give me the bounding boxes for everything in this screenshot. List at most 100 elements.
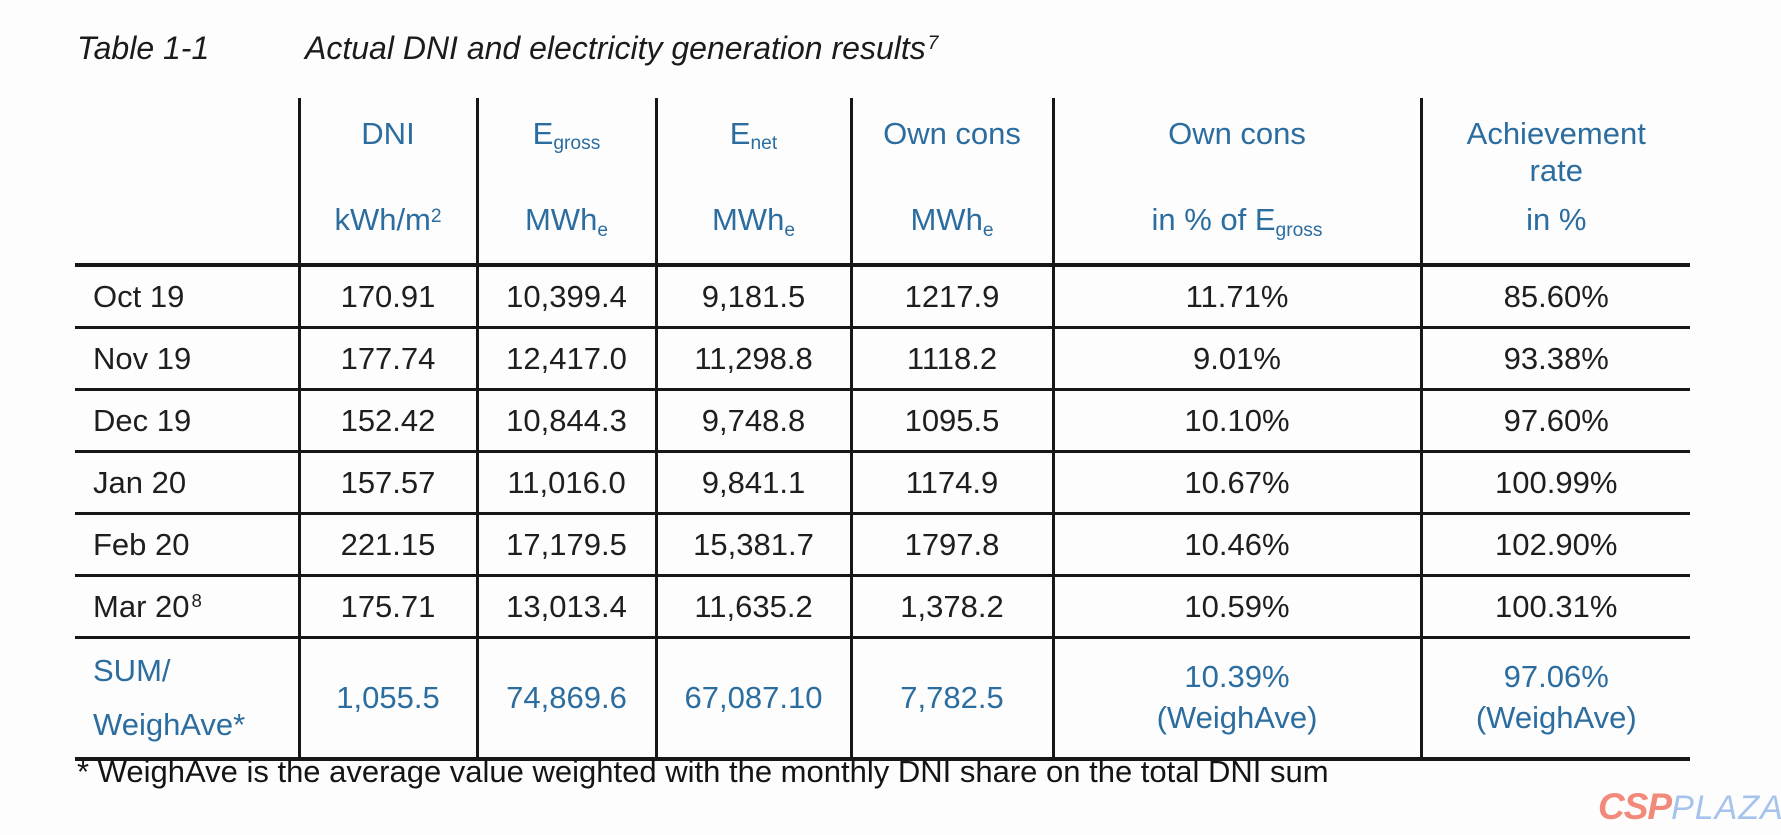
cell-enet: 15,381.7 bbox=[656, 513, 853, 577]
cell-achievement: 93.38% bbox=[1421, 327, 1690, 391]
cell-dni: 157.57 bbox=[299, 451, 479, 515]
sum-value: 10.39% bbox=[1184, 659, 1290, 695]
col-title-sub: gross bbox=[553, 133, 601, 155]
cell-achievement: 102.90% bbox=[1421, 513, 1690, 577]
cell-own-cons-pct: 10.10% bbox=[1053, 389, 1423, 453]
cell-own-cons-pct: 11.71% bbox=[1053, 265, 1423, 329]
cell-enet: 9,841.1 bbox=[656, 451, 853, 515]
cell-achievement: 97.06% (WeighAve) bbox=[1421, 637, 1690, 761]
cell-enet: 9,748.8 bbox=[656, 389, 853, 453]
row-label: Jan 20 bbox=[75, 451, 301, 515]
cell-own-cons-pct: 10.39% (WeighAve) bbox=[1053, 637, 1423, 761]
month-label: Jan 20 bbox=[93, 464, 187, 500]
col-title: Own cons bbox=[1168, 116, 1306, 151]
cell-egross: 17,179.5 bbox=[477, 513, 658, 577]
sum-note: (WeighAve) bbox=[1475, 700, 1637, 735]
cell-own-cons: 7,782.5 bbox=[851, 637, 1055, 761]
cell-dni: 177.74 bbox=[299, 327, 479, 391]
col-unit: in % of E bbox=[1151, 202, 1276, 238]
caption-label: Table 1-1 bbox=[77, 30, 210, 66]
cell-dni: 1,055.5 bbox=[299, 637, 479, 761]
cell-egross: 74,869.6 bbox=[477, 637, 658, 761]
cell-achievement: 85.60% bbox=[1421, 265, 1690, 329]
col-header-enet: Enet MWhe bbox=[656, 98, 853, 267]
cell-achievement: 100.99% bbox=[1421, 451, 1690, 515]
col-title: Own cons bbox=[883, 116, 1021, 151]
table-row-mar20: Mar 20 8 175.71 13,013.4 11,635.2 1,378.2… bbox=[75, 575, 1690, 639]
col-title-line2: rate bbox=[1529, 152, 1583, 188]
logo-csp-text: CSP bbox=[1598, 786, 1672, 827]
cspplaza-logo: CSP PLAZA bbox=[1598, 786, 1781, 828]
cell-enet: 67,087.10 bbox=[656, 637, 853, 761]
row-label-header bbox=[75, 98, 301, 267]
col-title: Achievement bbox=[1466, 116, 1646, 151]
cell-enet: 11,298.8 bbox=[656, 327, 853, 391]
cell-egross: 10,399.4 bbox=[477, 265, 658, 329]
sum-label-line1: SUM/ bbox=[93, 652, 171, 688]
cell-own-cons: 1174.9 bbox=[851, 451, 1055, 515]
cell-egross: 13,013.4 bbox=[477, 575, 658, 639]
cell-enet: 11,635.2 bbox=[656, 575, 853, 639]
cell-dni: 221.15 bbox=[299, 513, 479, 577]
caption-text: Actual DNI and electricity generation re… bbox=[305, 30, 938, 67]
label-footnote-marker: 8 bbox=[191, 590, 202, 612]
cell-own-cons: 1118.2 bbox=[851, 327, 1055, 391]
row-label: SUM/ WeighAve* bbox=[75, 637, 301, 761]
col-unit: MWh bbox=[711, 202, 785, 238]
row-label: Nov 19 bbox=[75, 327, 301, 391]
col-unit-sub: gross bbox=[1275, 219, 1323, 241]
col-title: E bbox=[729, 116, 751, 151]
col-unit: MWh bbox=[910, 202, 983, 238]
col-unit-sub: e bbox=[597, 219, 608, 241]
header-row: DNI kWh/m2 Egross MWhe bbox=[75, 98, 1690, 267]
cell-own-cons-pct: 10.59% bbox=[1053, 575, 1423, 639]
col-unit: in % bbox=[1526, 202, 1587, 238]
results-table-container: DNI kWh/m2 Egross MWhe bbox=[75, 98, 1690, 761]
cell-dni: 175.71 bbox=[299, 575, 479, 639]
caption-text-main: Actual DNI and electricity generation re… bbox=[305, 30, 926, 66]
month-label: Mar 20 bbox=[93, 588, 190, 624]
cell-enet: 9,181.5 bbox=[656, 265, 853, 329]
cell-dni: 152.42 bbox=[299, 389, 479, 453]
table-row-dec19: Dec 19 152.42 10,844.3 9,748.8 1095.5 10… bbox=[75, 389, 1690, 453]
cell-egross: 11,016.0 bbox=[477, 451, 658, 515]
sum-label-line2: WeighAve* bbox=[93, 707, 246, 742]
logo-plaza-text: PLAZA bbox=[1671, 789, 1781, 827]
col-title: E bbox=[532, 116, 554, 151]
col-unit: kWh/m bbox=[334, 202, 431, 238]
cell-achievement: 100.31% bbox=[1421, 575, 1690, 639]
col-title-sub: net bbox=[750, 133, 778, 155]
cell-achievement: 97.60% bbox=[1421, 389, 1690, 453]
col-header-own-cons: Own cons MWhe bbox=[851, 98, 1055, 267]
col-header-achievement-rate: Achievement rate in % bbox=[1421, 98, 1690, 267]
month-label: Feb 20 bbox=[93, 526, 190, 562]
month-label: Nov 19 bbox=[93, 340, 192, 376]
results-table: DNI kWh/m2 Egross MWhe bbox=[75, 98, 1690, 761]
month-label: Oct 19 bbox=[93, 278, 185, 314]
caption-footnote-marker: 7 bbox=[927, 33, 939, 55]
col-unit-sup: 2 bbox=[430, 205, 442, 227]
table-row-jan20: Jan 20 157.57 11,016.0 9,841.1 1174.9 10… bbox=[75, 451, 1690, 515]
sum-value: 97.06% bbox=[1503, 659, 1609, 695]
cell-own-cons: 1217.9 bbox=[851, 265, 1055, 329]
cell-egross: 10,844.3 bbox=[477, 389, 658, 453]
col-unit: MWh bbox=[524, 202, 598, 238]
table-caption: Table 1-1 Actual DNI and electricity gen… bbox=[77, 30, 938, 67]
table-row-feb20: Feb 20 221.15 17,179.5 15,381.7 1797.8 1… bbox=[75, 513, 1690, 577]
row-label: Oct 19 bbox=[75, 265, 301, 329]
row-label: Mar 20 8 bbox=[75, 575, 301, 639]
table-row-sum-weighave: SUM/ WeighAve* 1,055.5 74,869.6 67,087.1… bbox=[75, 637, 1690, 761]
col-header-dni: DNI kWh/m2 bbox=[299, 98, 479, 267]
col-title: DNI bbox=[361, 116, 415, 151]
row-label: Feb 20 bbox=[75, 513, 301, 577]
month-label: Dec 19 bbox=[93, 402, 192, 438]
footnote: * WeighAve is the average value weighted… bbox=[77, 754, 1329, 789]
cell-own-cons: 1797.8 bbox=[851, 513, 1055, 577]
col-header-egross: Egross MWhe bbox=[477, 98, 658, 267]
cell-egross: 12,417.0 bbox=[477, 327, 658, 391]
col-unit-sub: e bbox=[784, 219, 795, 241]
cell-own-cons: 1095.5 bbox=[851, 389, 1055, 453]
table-row-nov19: Nov 19 177.74 12,417.0 11,298.8 1118.2 9… bbox=[75, 327, 1690, 391]
col-header-own-cons-pct: Own cons in % of Egross bbox=[1053, 98, 1423, 267]
cell-own-cons-pct: 9.01% bbox=[1053, 327, 1423, 391]
